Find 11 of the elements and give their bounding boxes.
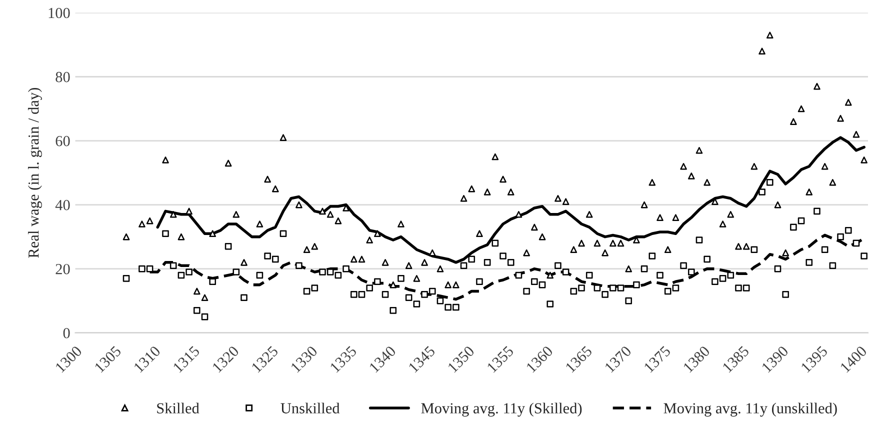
legend-label: Moving avg. 11y (unskilled) [664,402,837,417]
y-tick-label: 80 [56,72,70,82]
y-tick-label: 40 [55,200,70,210]
y-tick-label: 20 [56,264,70,274]
legend-label: Moving avg. 11y (Skilled) [421,402,582,417]
y-tick-label: 60 [56,136,70,146]
y-axis-title: Real wage (in l. grain / day) [28,88,42,258]
legend-label: Skilled [157,402,200,414]
legend-label: Unskilled [280,402,340,414]
y-tick-label: 0 [63,328,70,338]
y-tick-label: 100 [48,8,70,18]
